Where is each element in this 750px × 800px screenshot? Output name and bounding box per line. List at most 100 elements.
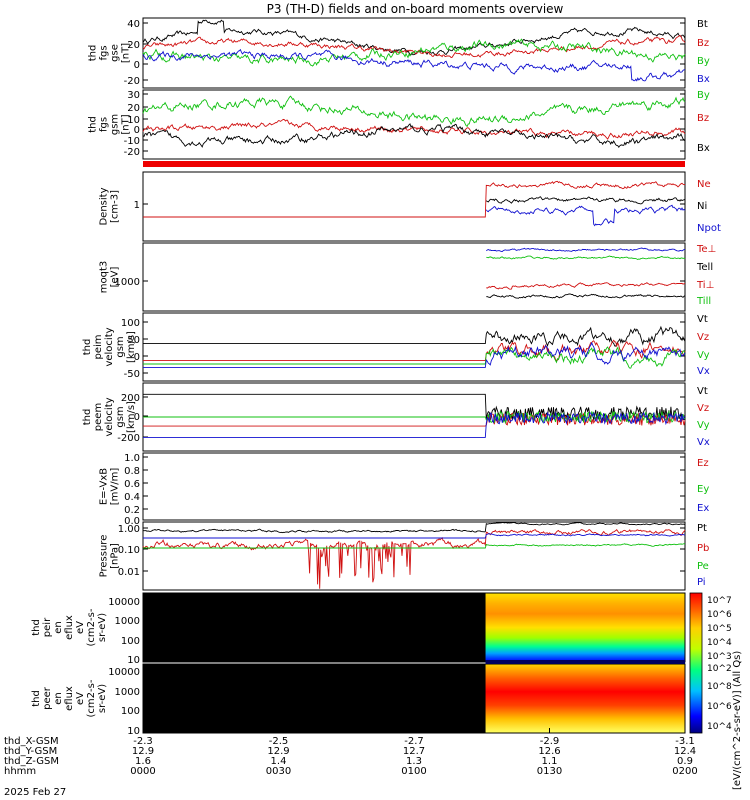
by-gsm-trace (142, 95, 686, 127)
panel-0-legend-3: Bx (697, 74, 710, 85)
panel-0-legend-1: Bz (697, 38, 709, 49)
mode-bar (143, 161, 685, 167)
panel-frame-3 (142, 242, 686, 312)
colorbar-tick-5: 10^2 (707, 664, 732, 674)
panel-9-ylabel-2: en (53, 692, 64, 705)
panel-0-ylabel-2: gse (110, 44, 121, 62)
spectrogram-divider (485, 660, 685, 664)
panel-0-ticklabel-3: -20 (124, 76, 140, 87)
vx-peim-trace (143, 341, 686, 368)
panel-8-ticklabel-0: 10000 (108, 597, 140, 608)
panel-1-ylabel-3: [nT] (121, 114, 132, 134)
x-row-3-val-2: 0100 (401, 766, 426, 777)
panel-0-ylabel-3: [nT] (121, 43, 132, 63)
bt-trace (142, 19, 686, 57)
panel-8-ylabel-5: (cm2-s- (86, 608, 97, 646)
panel-0-ticklabel-0: 40 (127, 19, 140, 30)
date-label: 2025 Feb 27 (4, 787, 66, 798)
panel-5-ylabel-3: gsm (115, 406, 126, 427)
panel-5-ticklabel-2: -200 (117, 433, 140, 444)
panel-4-ticklabel-1: 50 (127, 335, 140, 346)
panel-0-ticklabel-2: 0 (134, 60, 140, 71)
colorbar-label: [eV/(cm^2-s-sr-eV)] (All Qs) (732, 651, 743, 790)
panel-2-legend-1: Ni (697, 201, 707, 212)
colorbar-tick-0: 10^7 (707, 596, 732, 606)
panel-4-ticklabel-3: -50 (124, 369, 140, 380)
bz-trace (142, 34, 686, 58)
x-row-name-0: thd_X-GSM (4, 736, 59, 747)
panel-9-ylabel-1: peer (42, 686, 53, 710)
colorbar-tick-1: 10^6 (707, 610, 732, 620)
panel-9-ylabel-3: eflux (64, 686, 75, 711)
panel-8-ylabel-3: eflux (64, 615, 75, 640)
panel-1-ticklabel-4: -10 (124, 136, 140, 147)
panel-1-ticklabel-5: -20 (124, 147, 140, 158)
pe-trace (143, 543, 686, 549)
panel-2-ylabel-1: [cm-3] (110, 190, 121, 223)
vx-peem-trace (143, 411, 686, 438)
bx-gsm-trace (142, 123, 686, 148)
panel-9-ylabel-5: (cm2-s- (86, 679, 97, 717)
panel-3-ylabel-0: moqt3 (99, 261, 110, 294)
panel-3-legend-1: Tell (696, 262, 713, 273)
panel-1-ylabel-1: fgs (99, 117, 110, 132)
npot-trace (485, 204, 686, 227)
x-row-3-val-1: 0030 (266, 766, 291, 777)
panel-5-ylabel-0: thd (82, 409, 93, 426)
vz-peem-trace (143, 412, 686, 427)
panel-6-legend-1: Ey (697, 484, 709, 495)
panel-9-ylabel-6: sr-eV) (97, 684, 108, 713)
x-row-2-val-3: 1.1 (542, 756, 558, 767)
panel-4-legend-0: Vt (697, 314, 708, 325)
panel-2-ylabel-0: Density (99, 187, 110, 225)
panel-7-legend-3: Pi (697, 577, 706, 588)
tell-trace (486, 255, 686, 261)
x-row-1-val-2: 12.7 (403, 746, 425, 757)
te-perp-trace (486, 247, 686, 252)
bx-trace (142, 48, 686, 82)
pi-trace (143, 533, 686, 539)
panel-5-legend-0: Vt (697, 386, 708, 397)
panel-5-legend-2: Vy (697, 420, 710, 431)
vy-peem-trace (143, 410, 686, 425)
panel-0-legend-0: Bt (697, 19, 708, 30)
panel-6-ticklabel-1: 0.8 (124, 466, 140, 477)
panel-8-ticklabel-1: 1000 (115, 616, 140, 627)
x-row-0-val-2: -2.7 (404, 736, 424, 747)
chart-title: P3 (TH-D) fields and on-board moments ov… (267, 2, 564, 16)
panel-2-legend-2: Npot (697, 223, 721, 234)
panel-1-ticklabel-1: 20 (127, 103, 140, 114)
x-row-3-val-0: 0000 (130, 766, 155, 777)
x-row-3-val-4: 0200 (672, 766, 697, 777)
panel-3-ticklabel-0: 1000 (115, 277, 140, 288)
x-row-2-val-2: 1.3 (406, 756, 422, 767)
ni-trace (486, 196, 686, 205)
colorbar-ticks: 10^7 10^6 10^5 10^4 10^3 10^2 10^8 10^6 10^4 (707, 596, 732, 732)
till-trace (486, 293, 686, 299)
vt-peim-trace (143, 325, 686, 347)
by-trace (142, 38, 686, 67)
x-row-0-val-1: -2.5 (269, 736, 289, 747)
panel-9-ticklabel-3: 10 (127, 726, 140, 737)
colorbar-tick-7: 10^6 (707, 702, 732, 712)
panel-2-legend-0: Ne (697, 179, 711, 190)
panel-1-legend-1: Bz (697, 113, 709, 124)
panel-8-ylabel-4: eV (75, 621, 86, 634)
x-row-0-val-3: -2.9 (540, 736, 560, 747)
x-row-name-3: hhmm (4, 766, 36, 777)
panel-9-ylabel-4: eV (75, 692, 86, 705)
panel-5-ticklabel-1: 0 (134, 412, 140, 423)
panel-7-ylabel-0: Pressure (99, 535, 110, 578)
panel-4-legend-1: Vz (697, 332, 709, 343)
panel-0-ticklabel-1: 20 (127, 40, 140, 51)
panel-5-legend-3: Vx (697, 437, 710, 448)
panel-2-ticklabel-0: 1 (134, 200, 140, 211)
panel-1-ticklabel-2: 10 (127, 115, 140, 126)
panel-9-ylabel-0: thd (31, 690, 42, 707)
panel-7-legend-1: Pb (697, 543, 709, 554)
x-row-1-val-3: 12.6 (538, 746, 560, 757)
panel-4-ylabel-0: thd (82, 339, 93, 356)
panel-1-legend-0: By (697, 90, 710, 101)
